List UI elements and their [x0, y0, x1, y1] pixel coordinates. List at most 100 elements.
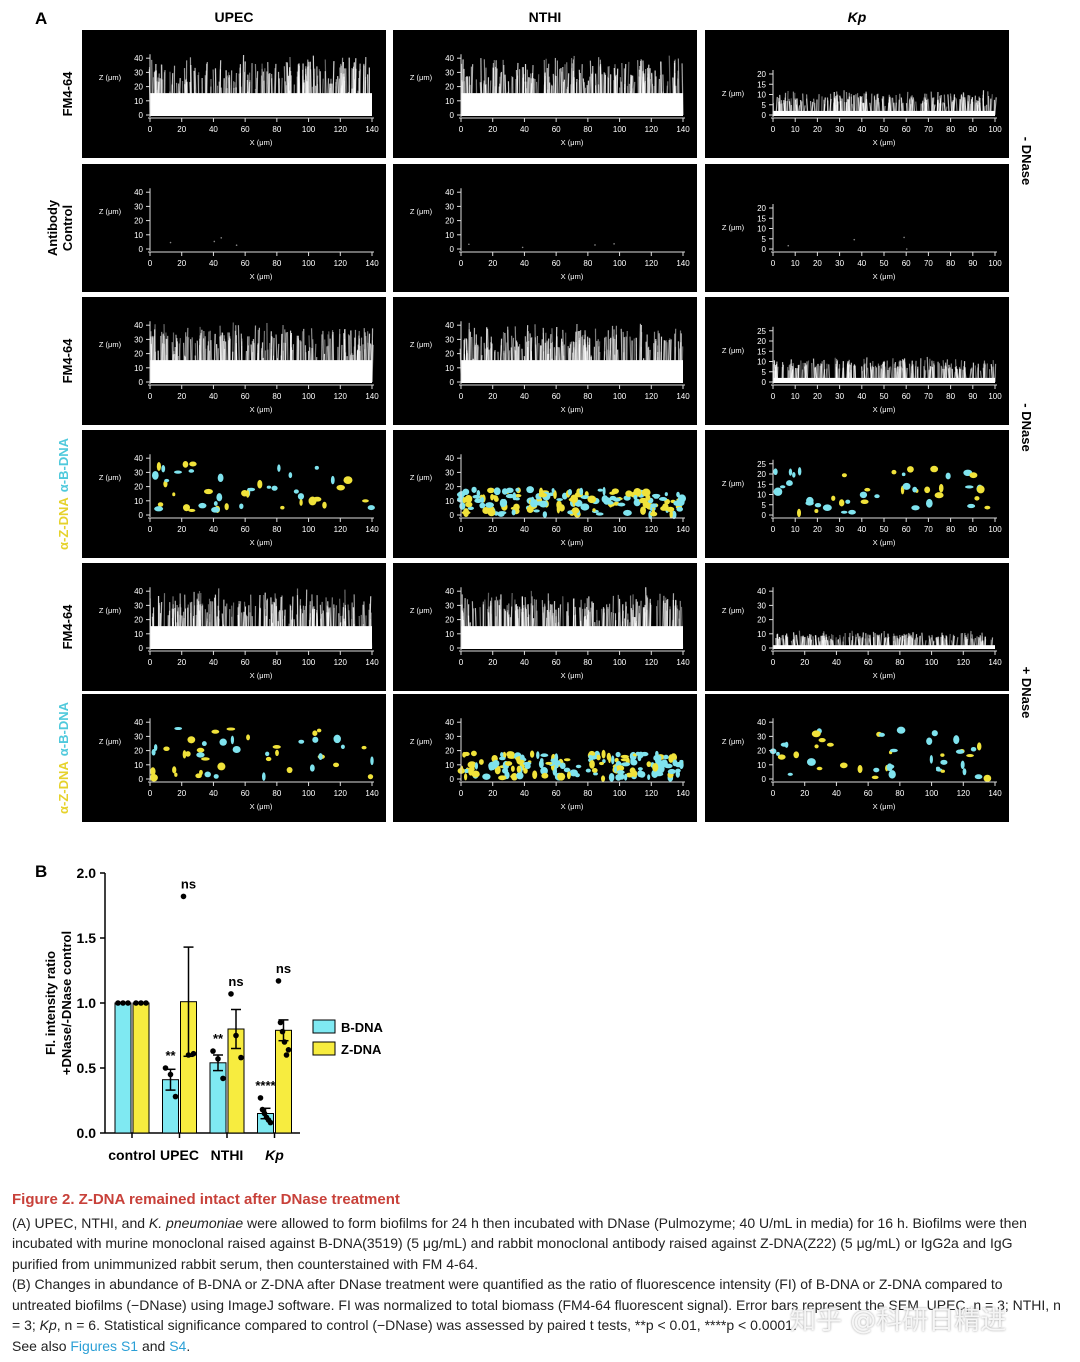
dna-signal: [266, 485, 272, 489]
biofilm-strand: [964, 639, 967, 649]
z-tick-label: 10: [134, 231, 143, 240]
dna-signal: [620, 754, 629, 759]
z-tick-label: 0: [762, 111, 767, 120]
biofilm-strand: [797, 364, 800, 383]
dna-signal: [814, 508, 819, 514]
biofilm-strand: [876, 93, 879, 116]
x-tick-label: 20: [800, 658, 809, 667]
dna-signal: [788, 468, 793, 476]
z-tick-label: 0: [450, 511, 455, 520]
x-tick-label: 140: [365, 259, 379, 268]
z-tick-label: 5: [762, 501, 767, 510]
dna-signal: [493, 496, 499, 502]
x-tick-label: 40: [857, 525, 866, 534]
x-tick-label: 80: [583, 525, 592, 534]
dna-signal: [907, 466, 914, 473]
dna-signal: [940, 753, 945, 757]
dna-signal: [633, 498, 641, 507]
x-tick-label: 0: [148, 259, 153, 268]
bar: [132, 1002, 150, 1134]
dna-signal: [188, 508, 196, 513]
x-tick-label: 120: [957, 789, 971, 798]
caption-text[interactable]: Figures S1: [70, 1337, 139, 1354]
z-tick-label: 10: [757, 491, 766, 500]
dna-signal: [464, 494, 473, 503]
biofilm-strand: [901, 368, 905, 383]
z-tick-label: 0: [762, 511, 767, 520]
dna-signal: [286, 766, 293, 774]
z-tick-label: 5: [762, 235, 767, 244]
x-tick-label: 60: [552, 259, 561, 268]
dna-signal: [553, 490, 557, 500]
z-tick-label: 0: [762, 378, 767, 387]
x-tick-label: 80: [272, 658, 281, 667]
dna-signal: [196, 747, 205, 753]
y-axis-label-line: +DNase/-DNase control: [59, 931, 74, 1075]
biofilm-strand: [846, 363, 849, 383]
dna-signal: [198, 502, 207, 509]
x-tick-label: 80: [946, 259, 955, 268]
dna-signal: [570, 494, 579, 504]
micrograph: [393, 694, 697, 822]
biofilm-strand: [814, 367, 818, 383]
dna-signal: [504, 761, 513, 766]
x-tick-label: 20: [813, 125, 822, 134]
dna-signal: [515, 488, 520, 492]
z-tick-label: 0: [450, 775, 455, 784]
dna-signal: [878, 732, 885, 737]
dna-signal: [187, 736, 196, 744]
x-tick-label: 0: [771, 658, 776, 667]
dna-signal: [966, 754, 974, 758]
biofilm-strand: [879, 633, 883, 649]
data-point: [162, 1065, 169, 1071]
dna-signal: [779, 485, 786, 489]
dna-signal: [370, 756, 374, 766]
biofilm-strand: [937, 636, 940, 649]
dna-signal: [611, 755, 615, 765]
caption-text[interactable]: S4: [169, 1337, 187, 1354]
dna-signal: [874, 494, 880, 499]
dna-signal: [793, 751, 800, 759]
x-tick-label: 100: [613, 259, 627, 268]
dna-signal: [608, 773, 615, 782]
x-tick-label: 100: [613, 392, 627, 401]
dna-signal: [660, 506, 667, 511]
dna-signal: [638, 771, 646, 778]
dna-signal: [616, 770, 625, 775]
x-tick-label: 90: [968, 259, 977, 268]
dna-signal: [792, 472, 796, 478]
biofilm-strand: [839, 95, 842, 116]
biofilm-strand: [987, 95, 990, 116]
caption-paragraph: (B) Changes in abundance of B-DNA or Z-D…: [12, 1274, 1062, 1336]
z-tick-label: 30: [445, 732, 454, 741]
dna-signal: [513, 503, 520, 511]
x-tick-label: 140: [365, 525, 379, 534]
z-axis-label: Z (μm): [722, 223, 745, 232]
x-tick-label: control: [108, 1147, 155, 1163]
dna-signal: [612, 497, 621, 502]
z-tick-label: 0: [450, 378, 455, 387]
dna-signal: [213, 774, 219, 779]
z-tick-label: 20: [445, 483, 454, 492]
side-label: - DNase: [1019, 403, 1034, 451]
z-tick-label: 20: [445, 616, 454, 625]
dna-signal: [845, 499, 851, 504]
dna-signal: [675, 770, 680, 778]
biofilm-strand: [897, 638, 900, 649]
biofilm-strand: [964, 97, 967, 116]
speck: [220, 237, 223, 239]
biofilm-strand: [888, 99, 891, 116]
caption-text: were allowed to form biofilms for 24 h t…: [12, 1214, 1027, 1272]
dna-signal: [646, 761, 652, 768]
biofilm-strand: [952, 635, 955, 649]
dna-signal: [316, 728, 322, 733]
biofilm-core: [150, 93, 372, 115]
biofilm-strand: [908, 103, 912, 116]
dna-signal: [174, 726, 183, 731]
dna-signal: [151, 471, 159, 480]
x-tick-label: 0: [459, 525, 464, 534]
biofilm-strand: [943, 368, 946, 383]
dna-signal: [204, 771, 211, 778]
dna-signal: [467, 506, 474, 511]
